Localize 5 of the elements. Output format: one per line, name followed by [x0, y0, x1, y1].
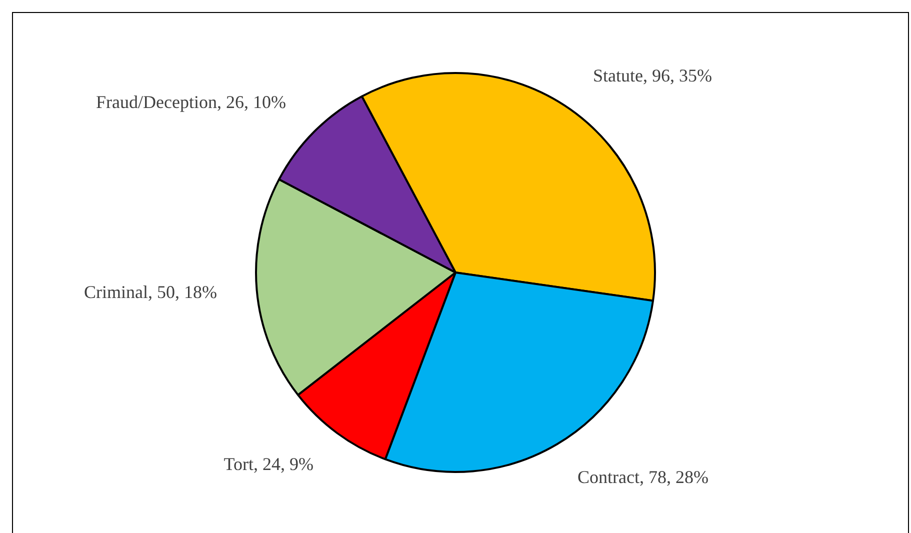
slice-label: Criminal, 50, 18%: [84, 282, 218, 302]
slice-label: Contract, 78, 28%: [577, 467, 708, 488]
slice-label: Tort, 24, 9%: [224, 454, 314, 474]
slice-label: Fraud/Deception, 26, 10%: [96, 92, 286, 112]
slice-label: Statute, 96, 35%: [593, 65, 712, 86]
